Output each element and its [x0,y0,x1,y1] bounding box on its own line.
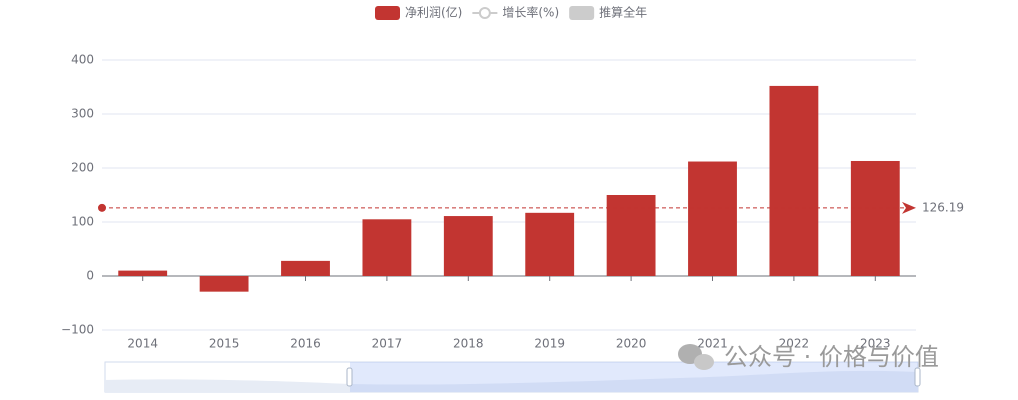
zoom-handle[interactable] [914,367,921,387]
bar [850,160,900,276]
x-tick-label: 2017 [372,337,403,351]
x-tick-label: 2015 [209,337,240,351]
plot: −100 0 100 200 300 400 2014 2015 2016 2017 2018 201… [61,5,964,351]
y-tick-label: 300 [71,107,94,121]
bar [118,270,168,276]
legend-label[interactable]: 增长率(%) [502,5,559,20]
y-tick-label: 100 [71,215,94,229]
x-tick-label: 2023 [860,337,891,351]
legend-symbol [375,6,400,20]
bar [688,161,737,276]
bar [443,216,493,276]
bar [525,212,575,276]
legend-label[interactable]: 推算全年 [599,5,647,20]
x-tick-label: 2018 [453,337,484,351]
y-tick-label: 400 [71,53,94,67]
x-tick-label: 2022 [779,337,810,351]
x-tick-label: 2021 [697,337,728,351]
y-tick-label: 0 [86,269,94,283]
bar [606,195,656,276]
watermark: 公众号 · 价格与价值 [724,343,939,371]
legend-label[interactable]: 净利润(亿) [405,5,462,20]
watermark-icon [678,344,714,370]
legend: 净利润(亿) 增长率(%) 推算全年 [375,5,647,20]
x-tick-label: 2016 [290,337,321,351]
mean-line-start [98,203,106,212]
zoom-shadow [105,370,918,392]
x-tick-label: 2020 [616,337,647,351]
legend-symbol [569,6,595,20]
mean-line-arrow [902,201,916,214]
mean-line-label: 126.19 [922,200,964,214]
bar [769,85,819,276]
x-tick-label: 2019 [534,337,565,351]
x-tick-label: 2014 [127,337,158,351]
y-tick-label: 200 [71,161,94,175]
zoom-handle[interactable] [346,367,353,387]
y-tick-label: −100 [61,323,94,337]
legend-symbol [478,7,491,19]
zoom-selection[interactable] [350,362,918,392]
bar [199,276,249,292]
bar [281,260,330,276]
bar [362,219,412,276]
